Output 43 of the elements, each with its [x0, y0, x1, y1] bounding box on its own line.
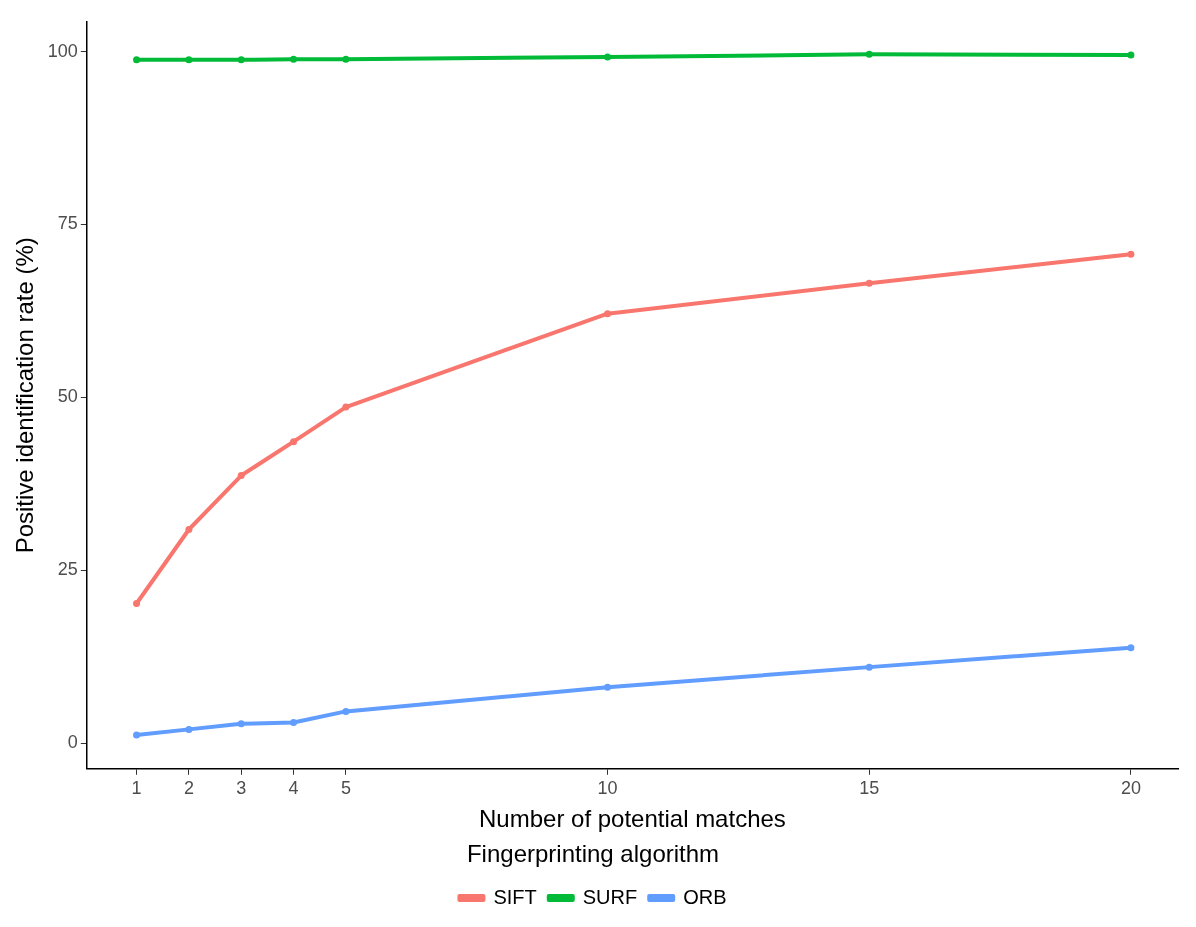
y-tick-label: 0	[67, 732, 78, 753]
point	[133, 56, 141, 64]
point	[604, 53, 612, 61]
point	[237, 720, 245, 728]
point	[1127, 250, 1135, 258]
point	[290, 718, 298, 726]
point	[185, 725, 193, 733]
x-tick-label: 1	[131, 777, 142, 798]
x-tick-label: 10	[597, 777, 618, 798]
legend-label: SURF	[582, 885, 638, 908]
point	[342, 403, 350, 411]
point	[1127, 51, 1135, 59]
x-tick-label: 4	[288, 777, 299, 798]
point	[237, 472, 245, 480]
point	[604, 683, 612, 691]
point	[133, 731, 141, 739]
legend-label: SIFT	[493, 885, 537, 908]
point	[133, 599, 141, 607]
x-tick-label: 15	[859, 777, 880, 798]
point	[237, 56, 245, 64]
x-tick-label: 3	[236, 777, 247, 798]
legend-label: ORB	[683, 885, 727, 908]
y-axis-title: Positive identification rate (%)	[11, 237, 39, 554]
point	[290, 55, 298, 63]
point	[865, 663, 873, 671]
point	[342, 55, 350, 63]
y-tick-label: 25	[57, 559, 78, 580]
y-tick-label: 100	[47, 40, 78, 61]
point	[604, 310, 612, 318]
x-tick-label: 20	[1120, 777, 1141, 798]
point	[1127, 644, 1135, 652]
point	[185, 56, 193, 64]
point	[290, 438, 298, 446]
point	[865, 279, 873, 287]
point	[185, 525, 193, 533]
legend-title: Fingerprinting algorithm	[466, 839, 720, 867]
point	[342, 707, 350, 715]
x-tick-label: 5	[340, 777, 351, 798]
x-tick-label: 2	[183, 777, 194, 798]
y-tick-label: 50	[57, 386, 78, 407]
x-axis-title: Number of potential matches	[479, 805, 786, 833]
point	[865, 50, 873, 58]
y-tick-label: 75	[57, 213, 78, 234]
